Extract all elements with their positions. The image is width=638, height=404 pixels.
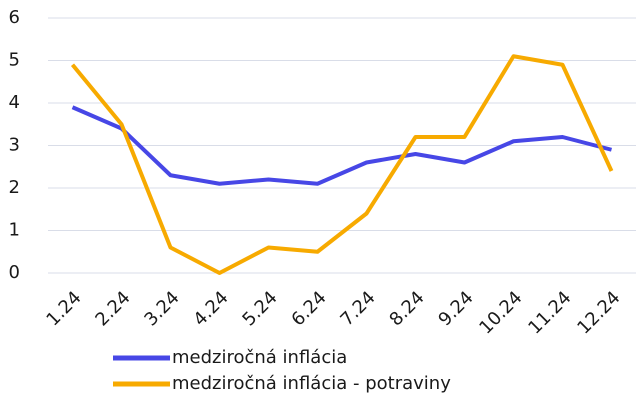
x-tick-label: 1.24 (42, 287, 85, 330)
x-tick-label: 12.24 (573, 287, 624, 338)
y-tick-label: 4 (9, 92, 20, 113)
x-tick-label: 9.24 (434, 287, 477, 330)
line-series (70, 54, 614, 275)
y-tick-label: 6 (9, 7, 20, 28)
y-tick-label: 1 (9, 220, 20, 241)
legend-label: medziročná inflácia - potraviny (172, 373, 451, 394)
x-tick-label: 2.24 (91, 287, 134, 330)
y-tick-label: 2 (9, 177, 20, 198)
x-tick-label: 7.24 (336, 287, 379, 330)
line-series (71, 105, 613, 186)
y-tick-label: 0 (9, 262, 20, 283)
y-tick-label: 5 (9, 50, 20, 71)
y-tick-label: 3 (9, 135, 20, 156)
x-tick-label: 11.24 (524, 287, 575, 338)
x-tick-label: 8.24 (385, 287, 428, 330)
x-tick-label: 5.24 (238, 287, 281, 330)
x-tick-label: 4.24 (189, 287, 232, 330)
x-tick-label: 10.24 (475, 287, 526, 338)
x-tick-label: 6.24 (287, 287, 330, 330)
legend-label: medziročná inflácia (172, 347, 347, 368)
x-tick-label: 3.24 (140, 287, 183, 330)
